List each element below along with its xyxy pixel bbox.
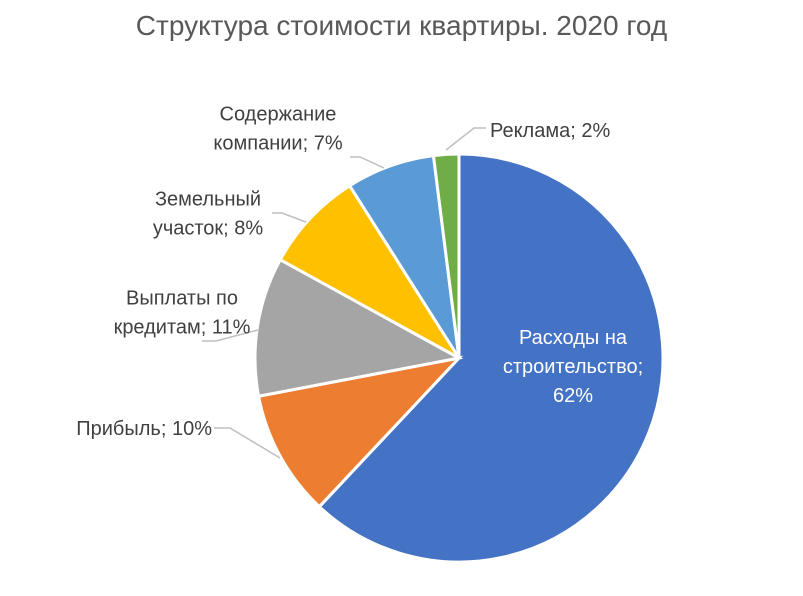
chart-title: Структура стоимости квартиры. 2020 год: [135, 10, 668, 41]
pie-slice: [253, 257, 464, 398]
slice-label: Расходы на строительство; 62%: [503, 327, 643, 407]
leader-line: [445, 127, 486, 151]
slice-label: Содержание компании; 7%: [213, 104, 342, 155]
leader-line: [202, 329, 259, 342]
leader-line: [272, 212, 307, 223]
pie-slice: [431, 152, 461, 359]
pie-slice: [256, 355, 464, 509]
slice-label: Земельный участок; 8%: [153, 189, 264, 240]
pie-slice: [278, 183, 461, 360]
leader-line: [214, 427, 281, 459]
pie-slice: [317, 152, 665, 564]
slice-label: Реклама; 2%: [490, 120, 610, 142]
slice-label: Прибыль; 10%: [76, 418, 212, 440]
slice-label: Выплаты по кредитам; 11%: [114, 288, 251, 339]
leader-line: [350, 156, 385, 169]
